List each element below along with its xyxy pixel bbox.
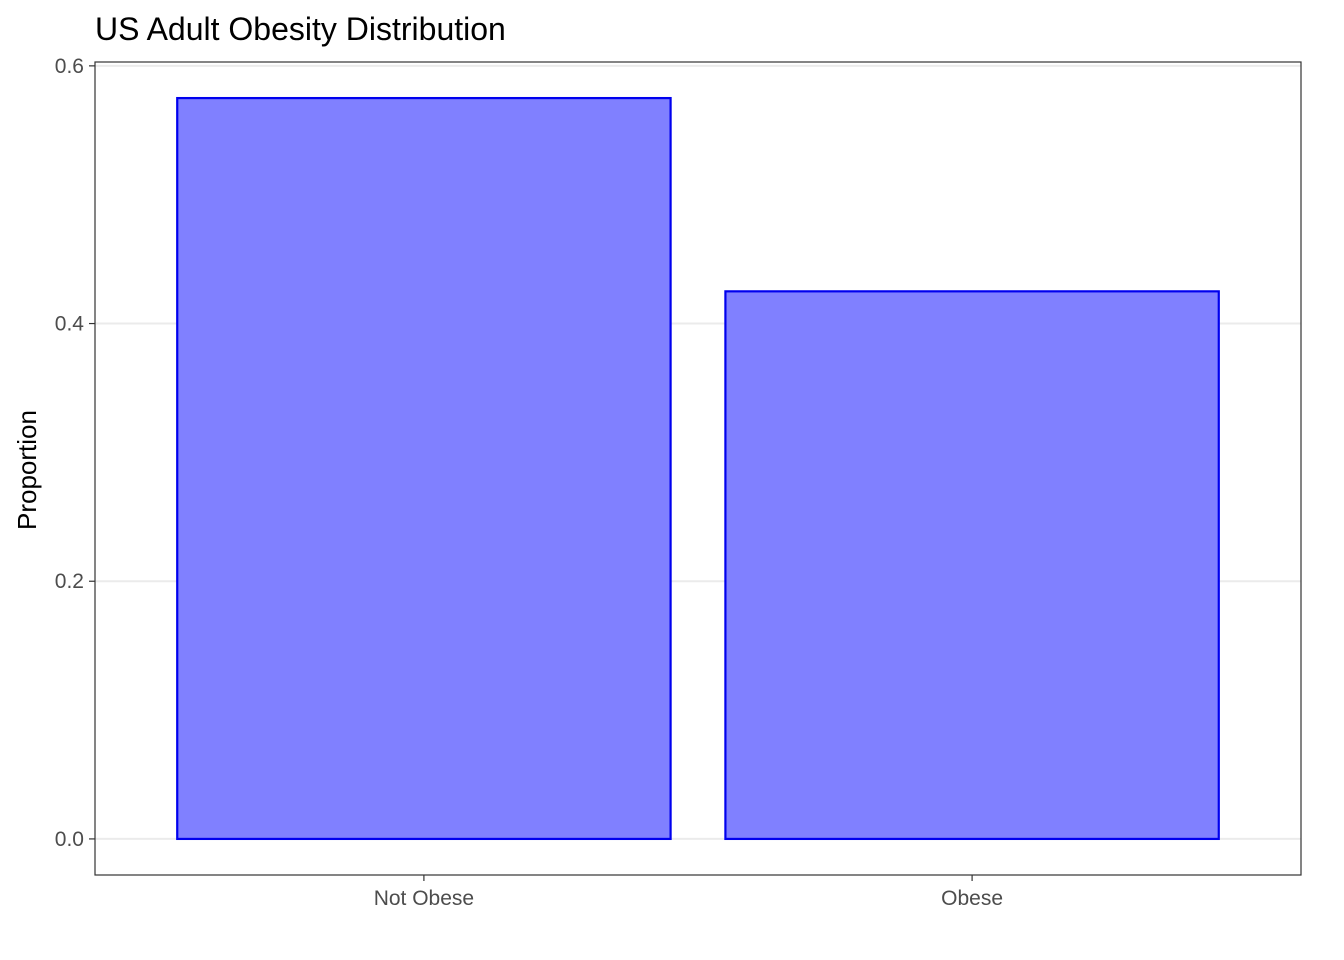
bar-obese: [724, 290, 1220, 841]
y-axis-title: Proportion: [12, 410, 42, 530]
y-tick-label: 0.0: [55, 828, 84, 851]
panel-border: [94, 61, 1302, 876]
x-tick-label: Obese: [941, 887, 1003, 910]
x-tick-label: Not Obese: [374, 887, 474, 910]
x-axis-ticks: Not Obese Obese: [374, 875, 1003, 910]
chart-title: US Adult Obesity Distribution: [95, 11, 506, 47]
y-tick-label: 0.2: [55, 570, 84, 593]
bars: [176, 96, 1220, 841]
y-axis-ticks: 0.0 0.2 0.4 0.6: [55, 55, 95, 851]
bar-not-obese: [176, 96, 672, 841]
y-tick-label: 0.6: [55, 55, 84, 78]
y-tick-label: 0.4: [55, 313, 85, 336]
